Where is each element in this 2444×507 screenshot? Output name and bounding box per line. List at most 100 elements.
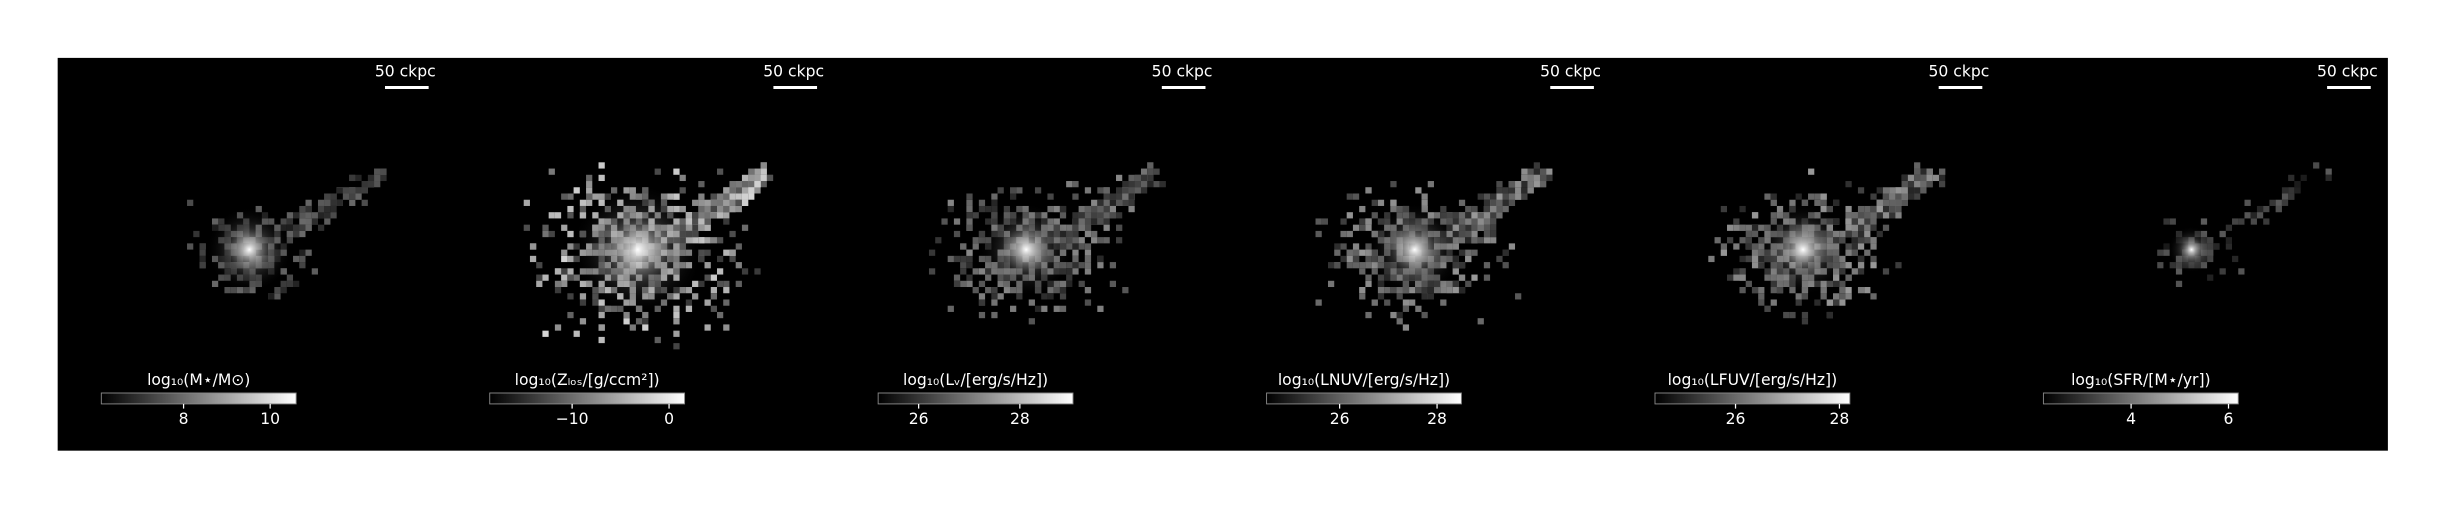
pixel: [716, 311, 724, 319]
pixel: [1876, 230, 1883, 238]
pixel: [1421, 311, 1428, 319]
pixel: [1116, 193, 1123, 200]
pixel: [2263, 205, 2270, 213]
pixel: [1515, 293, 1522, 300]
pixel: [741, 268, 749, 275]
pixel: [2281, 193, 2289, 200]
pixel: [1901, 174, 1908, 182]
pixel: [1440, 287, 1447, 294]
pixel: [1072, 262, 1079, 269]
pixel: [1465, 237, 1472, 244]
pixel: [579, 293, 587, 300]
pixel: [1895, 193, 1902, 200]
pixel: [723, 199, 730, 206]
pixel: [1059, 280, 1067, 288]
pixel: [1882, 193, 1890, 200]
pixel: [380, 174, 387, 182]
pixel: [754, 174, 761, 182]
pixel: [1508, 181, 1516, 188]
pixel: [1465, 205, 1472, 213]
pixel: [2250, 218, 2257, 225]
pixel: [679, 187, 686, 194]
pixel: [2244, 212, 2251, 219]
pixel: [579, 205, 587, 213]
pixel: [2200, 218, 2208, 225]
pixel: [966, 249, 973, 256]
pixel: [966, 280, 973, 288]
pixel: [1870, 205, 1877, 213]
colorbar-tick-label: 26: [909, 410, 929, 428]
pixel: [1795, 293, 1802, 300]
pixel: [1471, 224, 1478, 231]
pixel: [1128, 181, 1135, 188]
pixel: [1889, 193, 1896, 200]
pixel: [704, 205, 711, 213]
pixel: [1914, 187, 1921, 194]
pixel: [1034, 305, 1042, 312]
pixel: [1346, 255, 1353, 263]
background: [57, 57, 2388, 451]
pixel: [760, 181, 767, 188]
pixel: [1384, 299, 1391, 306]
pixel: [1116, 187, 1123, 194]
pixel: [1084, 205, 1092, 213]
pixel: [1097, 205, 1104, 213]
pixel: [1533, 162, 1540, 169]
pixel: [299, 218, 306, 225]
pixel: [1739, 274, 1746, 281]
pixel: [1546, 174, 1553, 182]
pixel: [1496, 212, 1503, 219]
pixel: [598, 324, 605, 331]
pixel: [710, 305, 717, 312]
pixel: [1084, 262, 1092, 269]
pixel: [1365, 218, 1372, 225]
pixel: [1901, 193, 1908, 200]
pixel: [1059, 205, 1067, 213]
pixel: [2157, 262, 2164, 269]
pixel: [1901, 181, 1908, 188]
pixel: [2169, 262, 2176, 269]
pixel: [286, 224, 294, 231]
pixel: [1147, 181, 1154, 188]
pixel: [2300, 174, 2307, 182]
pixel: [735, 193, 742, 200]
pixel: [716, 237, 724, 244]
pixel: [1471, 212, 1478, 219]
pixel: [978, 268, 986, 275]
pixel: [1839, 299, 1846, 306]
pixel: [1365, 311, 1372, 319]
colorbar-label: log₁₀(LFUV/[erg/s/Hz]): [1668, 371, 1838, 389]
pixel: [1502, 262, 1509, 269]
pixel: [1078, 280, 1085, 288]
pixel: [1857, 262, 1865, 269]
pixel: [1028, 318, 1035, 325]
pixel: [305, 212, 312, 219]
pixel: [1751, 212, 1759, 219]
pixel: [1465, 249, 1472, 256]
pixel: [991, 199, 998, 206]
pixel: [2250, 212, 2257, 219]
pixel: [1895, 212, 1902, 219]
pixel: [1116, 212, 1123, 219]
pixel: [1745, 224, 1752, 231]
pixel: [935, 237, 942, 244]
pixel: [1147, 168, 1154, 175]
pixel: [567, 230, 574, 238]
pixel: [349, 187, 356, 194]
pixel: [2325, 168, 2332, 175]
pixel: [741, 193, 749, 200]
pixel: [1845, 205, 1852, 213]
pixel: [1839, 293, 1846, 300]
pixel: [1458, 224, 1466, 231]
pixel: [710, 193, 717, 200]
pixel: [1745, 230, 1752, 238]
pixel: [1483, 224, 1491, 231]
pixel: [1751, 230, 1759, 238]
pixel: [1857, 237, 1865, 244]
pixel: [1876, 187, 1883, 194]
pixel: [735, 181, 742, 188]
pixel: [579, 299, 587, 306]
pixel: [1938, 168, 1946, 175]
scale-label: 50 ckpc: [375, 62, 436, 80]
pixel: [1128, 187, 1135, 194]
